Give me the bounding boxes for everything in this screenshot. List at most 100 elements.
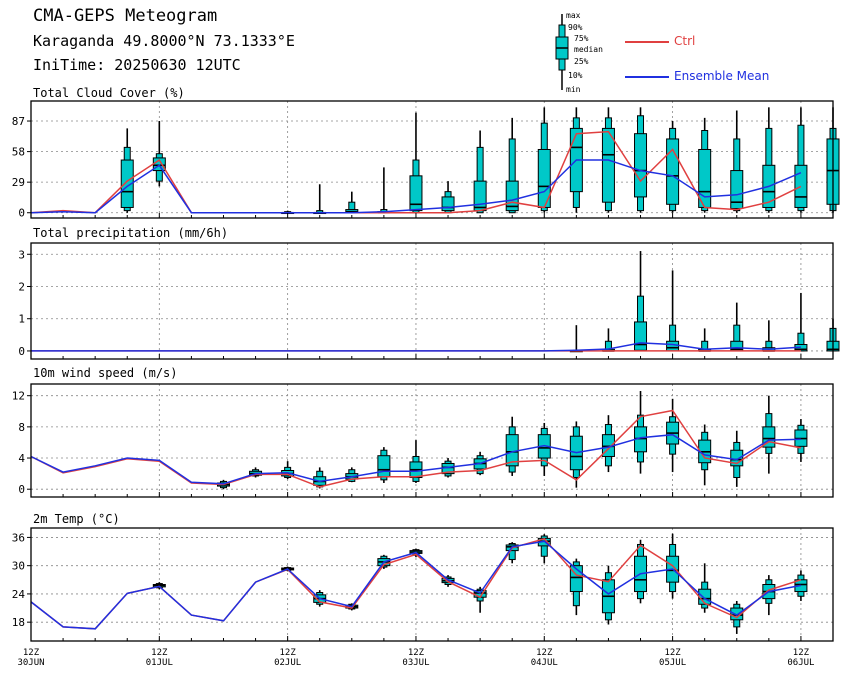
- init-time-label: IniTime: 20250630 12UTC: [33, 56, 241, 74]
- x-axis-hour-label: 12Z: [664, 648, 681, 658]
- wind-ytick-label: 8: [18, 421, 25, 434]
- cloud-box: [473, 130, 487, 214]
- cloud-box: [313, 184, 327, 215]
- cloud-box-inner: [473, 180, 487, 212]
- temp-mean-line: [30, 540, 802, 630]
- cloud-box: [666, 121, 680, 213]
- temp-box: [569, 558, 583, 616]
- wind-ytick-label: 12: [12, 390, 25, 403]
- x-axis-hour-label: 12Z: [23, 648, 40, 658]
- cloud-box-inner: [120, 159, 134, 208]
- x-axis-hour-label: 12Z: [793, 648, 810, 658]
- precip-mean-line: [31, 342, 801, 352]
- x-axis-hour-label: 12Z: [151, 648, 168, 658]
- wind-ytick-label: 4: [18, 452, 25, 465]
- temp-box-inner: [698, 588, 712, 605]
- wind-box: [762, 395, 776, 474]
- cloud-box: [762, 107, 776, 213]
- wind-box: [634, 391, 648, 474]
- cloud-box: [120, 128, 134, 213]
- precip-box-inner: [634, 321, 648, 351]
- cloud-box-inner: [730, 170, 744, 210]
- precip-box: [634, 251, 648, 352]
- cloud-box: [152, 121, 166, 187]
- x-axis-date-label: 02JUL: [274, 658, 301, 668]
- wind-box: [409, 440, 423, 483]
- precip-box: [698, 328, 712, 352]
- wind-mean-line: [30, 433, 801, 485]
- x-axis-date-label: 04JUL: [531, 658, 558, 668]
- cloud-box: [794, 107, 808, 213]
- cloud-box-inner: [441, 196, 455, 212]
- precip-ytick-label: 3: [18, 248, 25, 261]
- meteogram-title: CMA-GEPS Meteogram: [33, 6, 218, 26]
- legend-p75-label: 75%: [574, 34, 589, 43]
- wind-box: [794, 419, 808, 462]
- legend-p10-label: 10%: [568, 71, 583, 80]
- precip-box: [666, 270, 680, 352]
- legend-mean-label: Ensemble Mean: [674, 69, 770, 83]
- wind-box-inner: [377, 455, 391, 478]
- temp-frame: [30, 527, 834, 642]
- location-label: Karaganda 49.8000°N 73.1333°E: [33, 32, 295, 50]
- precip-frame: [30, 242, 834, 360]
- temp-box: [601, 565, 615, 625]
- precip-box: [762, 320, 776, 352]
- cloud-box-outer: [508, 138, 516, 214]
- x-axis-date-label: 01JUL: [146, 658, 173, 668]
- precip-box: [569, 325, 583, 353]
- temp-ytick-label: 24: [12, 588, 26, 601]
- x-axis-date-label: 30JUN: [17, 658, 44, 668]
- temp-ytick-label: 18: [12, 616, 25, 629]
- cloud-ytick-label: 0: [18, 207, 25, 220]
- cloud-panel: 0 29 58 87: [12, 100, 840, 220]
- wind-ytick-label: 0: [18, 483, 25, 496]
- cloud-ytick-label: 29: [12, 176, 25, 189]
- legend-ctrl-line: [625, 41, 669, 43]
- precip-ytick-label: 1: [18, 313, 25, 326]
- cloud-box: [377, 167, 391, 214]
- legend: max 90% 75% median 25% 10% min Ctrl Ense…: [548, 8, 788, 98]
- temp-panel: 18 24 30 36: [12, 527, 834, 642]
- precip-box: [730, 302, 744, 352]
- precip-box: [794, 292, 808, 352]
- cloud-box-inner: [634, 133, 648, 198]
- x-axis-date-label: 03JUL: [402, 658, 429, 668]
- legend-p90-label: 90%: [568, 23, 583, 32]
- x-axis-date-label: 05JUL: [659, 658, 686, 668]
- precip-box-inner: [666, 340, 680, 352]
- precip-panel-title: Total precipitation (mm/6h): [33, 226, 229, 240]
- cloud-box: [409, 112, 423, 214]
- legend-median-label: median: [574, 45, 603, 54]
- cloud-box: [698, 117, 712, 213]
- precip-ytick-label: 2: [18, 281, 25, 294]
- legend-p25-label: 25%: [574, 57, 589, 66]
- wind-box: [537, 422, 551, 476]
- cloud-mean-line: [30, 159, 802, 214]
- temp-ytick-label: 36: [12, 531, 25, 544]
- wind-panel: 0 4 8 12: [12, 383, 834, 498]
- legend-max-label: max: [566, 11, 581, 20]
- cloud-box-inner: [601, 127, 615, 203]
- cloud-panel-title: Total Cloud Cover (%): [33, 86, 185, 100]
- wind-frame: [30, 383, 834, 498]
- cloud-box: [730, 110, 744, 213]
- wind-box: [505, 416, 519, 476]
- cloud-box: [634, 107, 648, 213]
- cloud-ctrl-line: [30, 130, 802, 214]
- legend-min-label: min: [566, 85, 581, 94]
- cloud-frame: [30, 100, 834, 219]
- cloud-box-inner: [409, 175, 423, 212]
- x-axis-hour-label: 12Z: [536, 648, 553, 658]
- cloud-box-inner: [794, 164, 808, 208]
- x-axis-hour-label: 12Z: [408, 648, 425, 658]
- cloud-box: [345, 191, 359, 214]
- temp-box-inner: [730, 607, 744, 621]
- cloud-ytick-label: 87: [12, 115, 25, 128]
- x-axis-date-label: 06JUL: [787, 658, 814, 668]
- precip-ytick-label: 0: [18, 345, 25, 358]
- temp-panel-title: 2m Temp (°C): [33, 512, 120, 526]
- temp-ytick-label: 30: [12, 560, 25, 573]
- legend-ctrl-label: Ctrl: [674, 34, 696, 48]
